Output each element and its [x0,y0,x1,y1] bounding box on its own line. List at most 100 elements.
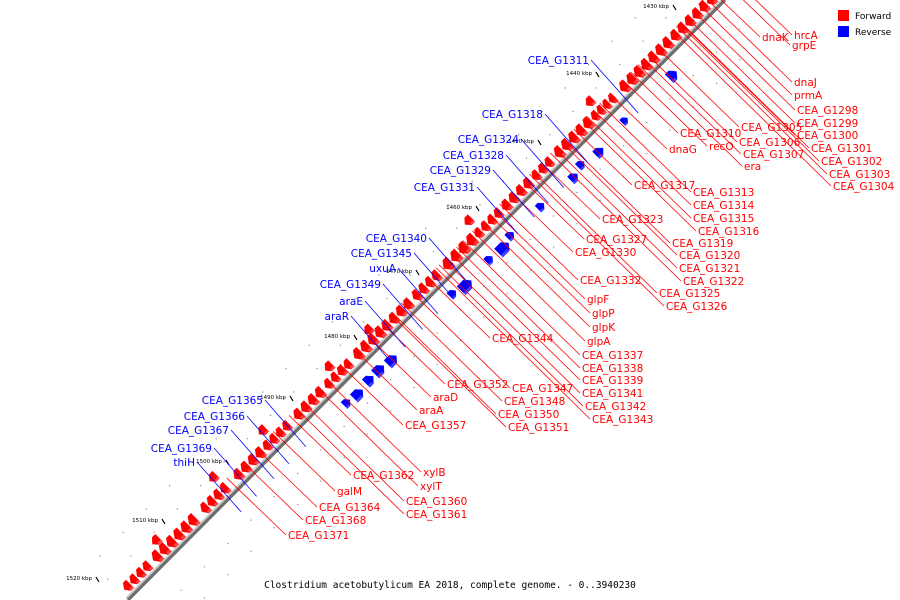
forward-gene-label[interactable]: CEA_G1323 [602,214,663,226]
forward-gene-label[interactable]: CEA_G1306 [739,137,801,149]
forward-gene-arrow [464,214,476,225]
forward-gene-label[interactable]: CEA_G1307 [743,149,804,161]
reverse-gene-label[interactable]: CEA_G1318 [482,109,543,121]
reverse-gene-label[interactable]: CEA_G1340 [366,233,427,245]
forward-gene-label[interactable]: grpE [792,40,816,52]
forward-gene-label[interactable]: CEA_G1332 [580,275,641,287]
reverse-gene-label[interactable]: CEA_G1324 [458,134,520,146]
forward-gene-label[interactable]: CEA_G1304 [833,181,895,193]
forward-gene-label[interactable]: recO [709,141,734,153]
forward-gene-label[interactable]: CEA_G1351 [508,422,569,434]
forward-gene-label[interactable]: CEA_G1322 [683,276,744,288]
forward-gene-label[interactable]: CEA_G1310 [680,128,741,140]
reverse-gene-label[interactable]: CEA_G1329 [430,165,491,177]
forward-gene-label[interactable]: CEA_G1330 [575,247,636,259]
forward-gene-label[interactable]: CEA_G1313 [693,187,754,199]
forward-gene-label[interactable]: prmA [794,90,823,102]
forward-gene-label[interactable]: CEA_G1321 [679,263,740,275]
forward-gene-label[interactable]: glpA [587,336,611,348]
forward-gene-label[interactable]: CEA_G1303 [829,169,890,181]
position-dot [456,227,458,229]
reverse-gene-label[interactable]: CEA_G1366 [184,411,246,423]
reverse-gene-label[interactable]: CEA_G1311 [528,55,589,67]
forward-gene-label[interactable]: CEA_G1360 [406,496,467,508]
forward-gene-label[interactable]: araA [419,405,444,417]
forward-gene-label[interactable]: galM [337,486,362,498]
forward-gene-label[interactable]: CEA_G1347 [512,383,573,395]
tick-mark [672,4,677,11]
forward-leader-line [389,313,507,428]
forward-gene-label[interactable]: CEA_G1301 [811,143,872,155]
forward-gene-label[interactable]: CEA_G1315 [693,213,754,225]
forward-gene-label[interactable]: CEA_G1319 [672,238,733,250]
position-dot [572,110,574,112]
reverse-gene-label[interactable]: CEA_G1367 [168,425,229,437]
forward-gene-label[interactable]: CEA_G1357 [405,420,466,432]
reverse-gene-label[interactable]: CEA_G1349 [320,279,381,291]
forward-gene-label[interactable]: CEA_G1348 [504,396,565,408]
forward-gene-label[interactable]: CEA_G1344 [492,333,554,345]
forward-gene-label[interactable]: CEA_G1298 [797,105,858,117]
reverse-gene-label[interactable]: araR [325,311,349,323]
forward-gene-label[interactable]: CEA_G1337 [582,350,643,362]
forward-gene-label[interactable]: CEA_G1342 [585,401,646,413]
reverse-gene-label[interactable]: CEA_G1345 [351,248,412,260]
forward-gene-label[interactable]: CEA_G1300 [797,130,858,142]
forward-gene-label[interactable]: CEA_G1338 [582,363,643,375]
position-dot [296,472,299,474]
forward-leader-line [488,214,591,314]
forward-leader-line [655,46,740,128]
forward-gene-label[interactable]: araD [433,392,458,404]
reverse-gene-label[interactable]: CEA_G1328 [443,150,504,162]
forward-gene-label[interactable]: CEA_G1341 [582,388,643,400]
position-dot [471,180,473,183]
forward-gene-label[interactable]: CEA_G1325 [659,288,720,300]
forward-gene-label[interactable]: glpP [592,308,615,320]
forward-gene-label[interactable]: glpK [592,322,616,334]
forward-gene-label[interactable]: dnaJ [794,77,817,89]
forward-gene-label[interactable]: CEA_G1343 [592,414,653,426]
reverse-gene-label[interactable]: CEA_G1331 [414,182,475,194]
reverse-gene-label[interactable]: thiH [173,457,195,469]
forward-gene-label[interactable]: CEA_G1320 [679,250,740,262]
reverse-gene-label[interactable]: araE [339,296,363,308]
forward-gene-label[interactable]: xylT [420,481,442,493]
forward-gene-arrow [670,28,683,41]
forward-gene-label[interactable]: CEA_G1371 [288,530,349,542]
forward-gene-label[interactable]: hrcA [794,30,819,42]
label-leaders [196,0,832,536]
reverse-gene-label[interactable]: uxuA [369,263,397,275]
forward-gene-label[interactable]: xylB [423,467,446,479]
forward-gene-arrow [531,169,543,181]
forward-gene-label[interactable]: CEA_G1368 [305,515,366,527]
forward-gene-arrow [364,323,376,335]
reverse-gene-label[interactable]: CEA_G1365 [202,395,263,407]
forward-gene-label[interactable]: dnaK [762,32,790,44]
position-dot [595,87,598,89]
forward-gene-label[interactable]: CEA_G1317 [634,180,695,192]
forward-gene-label[interactable]: CEA_G1339 [582,375,643,387]
reverse-gene-arrow [534,202,545,213]
forward-gene-label[interactable]: CEA_G1364 [319,502,381,514]
forward-gene-arrow [293,407,306,420]
forward-gene-label[interactable]: glpF [587,294,609,306]
forward-gene-label[interactable]: CEA_G1361 [406,509,467,521]
forward-gene-label[interactable]: CEA_G1305 [741,122,802,134]
reverse-gene-label[interactable]: CEA_G1369 [151,443,212,455]
forward-gene-label[interactable]: CEA_G1299 [797,118,858,130]
reverse-gene-arrow [446,290,457,300]
position-dot [529,238,531,240]
forward-leader-line [720,0,761,38]
forward-gene-label[interactable]: dnaG [669,144,697,156]
position-dot [646,152,648,155]
forward-gene-arrow [173,527,187,541]
forward-gene-label[interactable]: CEA_G1327 [586,234,647,246]
forward-gene-label[interactable]: CEA_G1302 [821,156,882,168]
forward-gene-label[interactable]: CEA_G1326 [666,301,728,313]
forward-gene-label[interactable]: CEA_G1350 [498,409,559,421]
forward-gene-label[interactable]: CEA_G1314 [693,200,755,212]
forward-gene-label[interactable]: CEA_G1316 [698,226,760,238]
forward-gene-label[interactable]: CEA_G1362 [353,470,414,482]
forward-gene-label[interactable]: CEA_G1352 [447,379,508,391]
forward-gene-label[interactable]: era [744,161,761,173]
